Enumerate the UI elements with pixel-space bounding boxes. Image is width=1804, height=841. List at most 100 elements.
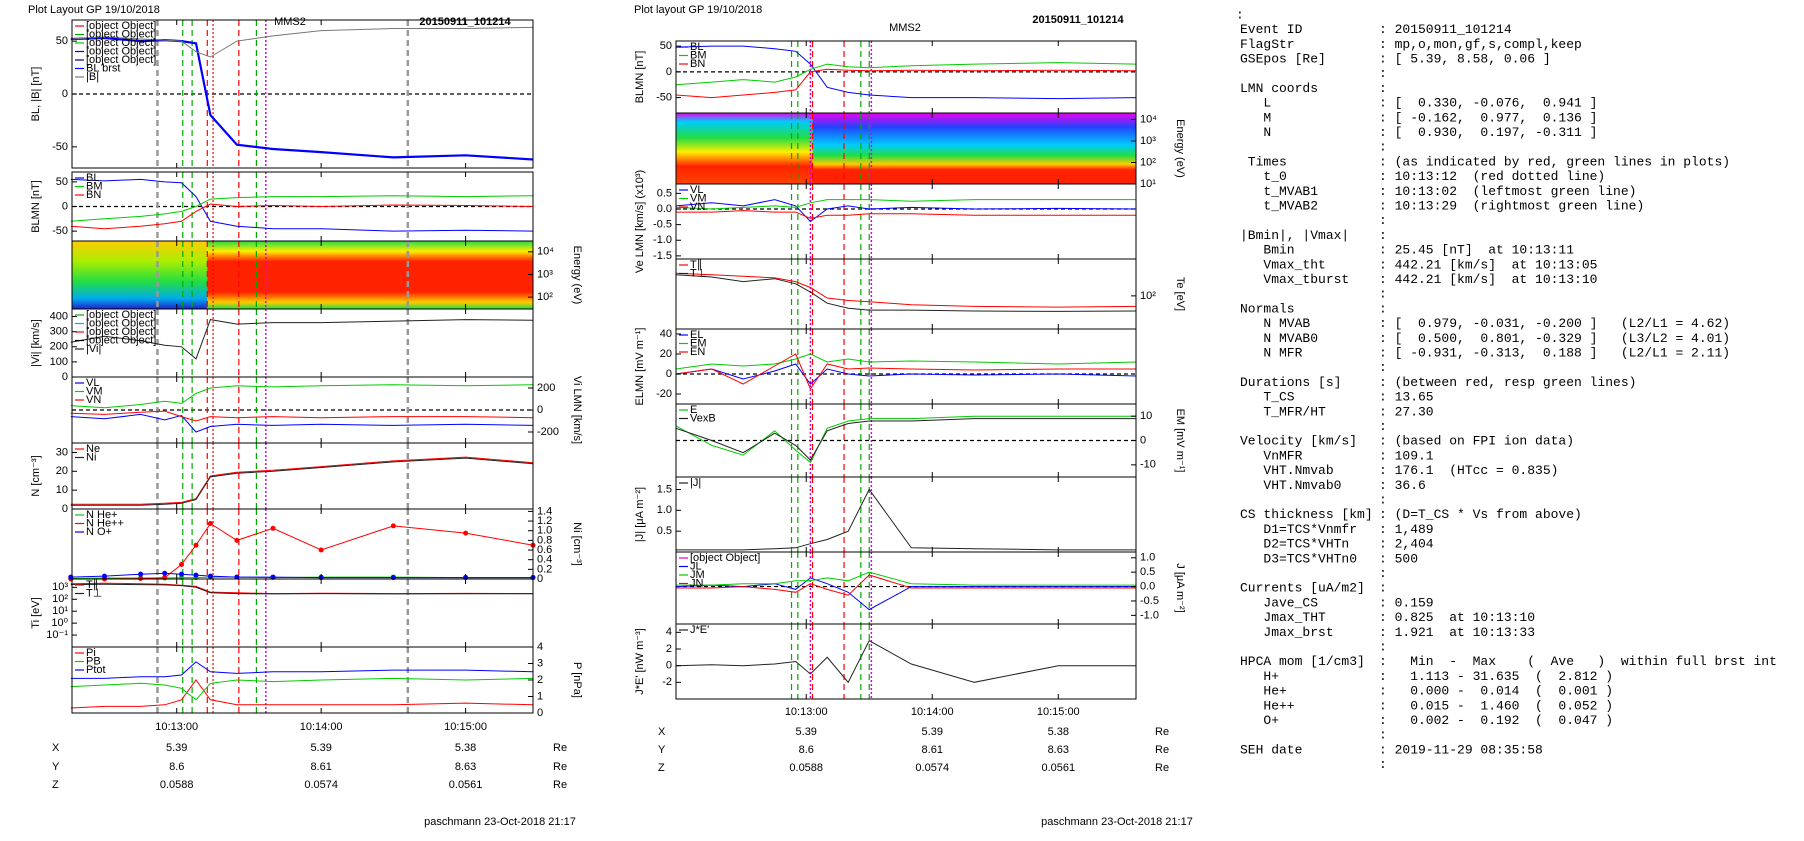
legend-label: [object Object] xyxy=(86,326,156,338)
y-tick-label: 4 xyxy=(666,626,672,638)
y-tick-label: 0 xyxy=(62,503,68,515)
position-cell: 8.63 xyxy=(1048,744,1069,756)
series-line xyxy=(70,413,534,433)
position-cell: Y xyxy=(658,744,666,756)
position-cell: 0.0574 xyxy=(915,762,949,774)
panel-frame xyxy=(675,258,1137,330)
summary-key: HPCA mom [1/cm3] xyxy=(1240,654,1365,669)
position-cell: 0.0588 xyxy=(160,779,194,791)
y-tick-label: 30 xyxy=(56,446,68,458)
legend-label: BN xyxy=(690,58,705,70)
summary-value: : 20150911_101214 xyxy=(1379,22,1512,37)
summary-key: t_MVAB2 xyxy=(1240,199,1318,214)
panel: 0.5 1.0 1.5 |J| [μA m⁻²] |J| xyxy=(634,476,1137,553)
y-tick-label: 200 xyxy=(50,341,68,353)
y-axis-label: Te [eV] xyxy=(1174,277,1186,311)
position-cell: Re xyxy=(553,779,567,791)
summary-key: LMN coords xyxy=(1240,81,1318,96)
legend-label: PB xyxy=(86,655,101,667)
y-tick-label: 10⁻¹ xyxy=(46,629,68,641)
summary-value: : (based on FPI ion data) xyxy=(1379,434,1574,449)
y-tick-label: 0.0 xyxy=(1140,580,1155,592)
legend-label: JL xyxy=(690,560,702,572)
legend-label: JM xyxy=(690,569,705,581)
legend-label: Pi xyxy=(86,647,96,659)
summary-value: : xyxy=(1379,566,1387,581)
position-cell: 8.61 xyxy=(310,761,331,773)
series-line xyxy=(675,418,1136,461)
y-tick-label: 2 xyxy=(537,674,543,686)
series-line xyxy=(70,178,534,232)
x-tick-label: 10:14:00 xyxy=(911,706,954,718)
y-tick-label: 3 xyxy=(537,657,543,669)
series-line xyxy=(675,274,1137,312)
y-tick-label: 10 xyxy=(56,484,68,496)
position-cell: Re xyxy=(1155,762,1169,774)
summary-value: : [ 0.500, 0.801, -0.329 ] (L3/L2 = 4.01… xyxy=(1379,331,1730,346)
y-tick-label: 0 xyxy=(537,404,543,416)
y-axis-label: Ni [cm⁻³] xyxy=(571,522,583,566)
summary-value: : xyxy=(1379,419,1387,434)
panel-frame xyxy=(71,376,534,444)
summary-value: : 109.1 xyxy=(1379,448,1434,463)
summary-value: : 1.113 - 31.635 ( 2.812 ) xyxy=(1379,669,1613,684)
panel: -1.0 -0.5 0.0 0.5 1.0 J [μA m⁻²] [object Objec… xyxy=(675,551,1186,625)
header-title: MMS2 xyxy=(889,22,921,34)
summary-key: O+ xyxy=(1240,713,1279,728)
summary-value: : 36.6 xyxy=(1379,478,1426,493)
series-line xyxy=(70,195,534,222)
summary-key: N MFR xyxy=(1240,346,1303,361)
position-cell: Re xyxy=(1155,744,1169,756)
series-line xyxy=(675,68,1137,99)
summary-value: : 442.21 [km/s] at 10:13:10 xyxy=(1379,272,1597,287)
series-point xyxy=(318,547,324,553)
summary-key: Jmax_brst xyxy=(1240,625,1334,640)
series-line xyxy=(676,574,1136,596)
legend-label: [object Object] xyxy=(86,37,156,49)
summary-key: : xyxy=(1236,7,1244,22)
spectrogram xyxy=(72,241,208,309)
summary-value: : 2019-11-29 08:35:58 xyxy=(1379,742,1543,757)
series-line xyxy=(70,661,534,679)
series-line xyxy=(675,640,1136,684)
header-left: Plot layout GP 19/10/2018 xyxy=(634,4,762,16)
summary-value: : 176.1 (HTcc = 0.835) xyxy=(1379,463,1558,478)
y-axis-label: Ti [eV] xyxy=(30,597,42,628)
legend-label: E xyxy=(690,404,697,416)
position-cell: 8.61 xyxy=(922,744,943,756)
legend-label: [object Object] xyxy=(86,28,156,40)
position-cell: 0.0561 xyxy=(449,779,483,791)
spectrogram xyxy=(676,113,813,184)
summary-value: : Min - Max ( Ave ) within full brst int xyxy=(1379,654,1777,669)
y-tick-label: 0 xyxy=(666,66,672,78)
y-tick-label: 400 xyxy=(50,310,68,322)
y-tick-label: 10³ xyxy=(1140,135,1156,147)
summary-key: VnMFR xyxy=(1240,448,1303,463)
series-point xyxy=(179,562,185,568)
legend-label: T⊥ xyxy=(86,587,102,599)
header-left: Plot Layout GP 19/10/2018 xyxy=(28,4,160,16)
panel-frame xyxy=(675,40,1137,114)
panel: 10¹ 10² 10³ 10⁴ Energy (eV) xyxy=(675,112,1186,190)
series-line xyxy=(675,272,1137,308)
summary-value: : (between red, resp green lines) xyxy=(1379,375,1636,390)
summary-value: : 1.921 at 10:13:33 xyxy=(1379,625,1535,640)
summary-value: : mp,o,mon,gf,s,compl,keep xyxy=(1379,37,1582,52)
summary-value: : [ 5.39, 8.58, 0.06 ] xyxy=(1379,52,1551,67)
y-tick-label: 0 xyxy=(1140,434,1146,446)
y-tick-label: 100 xyxy=(50,356,68,368)
panel: -2 0 2 4 J*E' [nW m⁻³] J*E' xyxy=(634,623,1137,700)
y-tick-label: 50 xyxy=(56,35,68,47)
legend-label: [object Object] xyxy=(690,552,760,564)
series-point xyxy=(101,573,107,579)
position-cell: 5.39 xyxy=(166,742,187,754)
legend-label: JN xyxy=(690,577,704,589)
y-tick-label: 0.0 xyxy=(657,203,672,215)
summary-key: |Bmin|, |Vmax| xyxy=(1240,228,1349,243)
legend-label: Ptot xyxy=(86,664,106,676)
legend-label: [object Object] xyxy=(86,334,156,346)
